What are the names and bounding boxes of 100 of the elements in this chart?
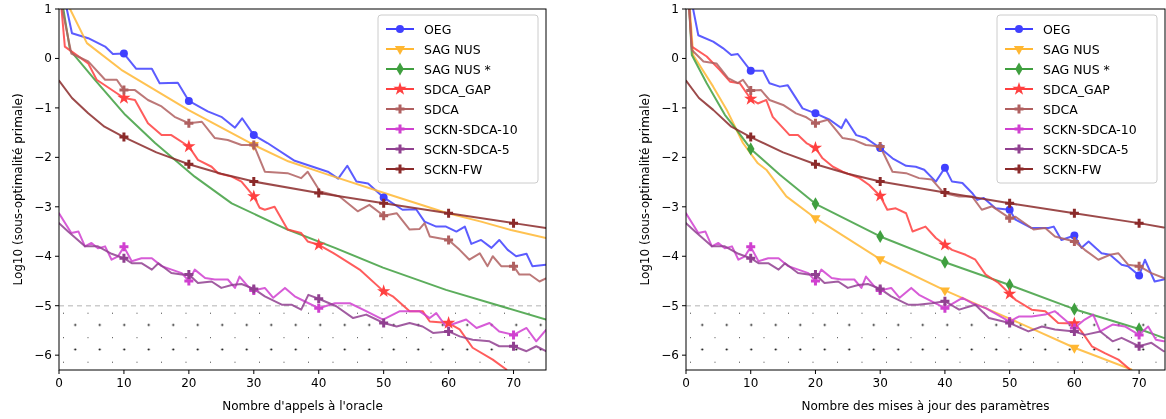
y-tick-label: −5 <box>34 298 52 313</box>
point <box>1005 198 1015 208</box>
x-tick-label: 40 <box>937 376 953 390</box>
x-axis-title: Nombre d'appels à l'oracle <box>222 399 383 413</box>
legend-label: SCKN-FW <box>1043 161 1102 177</box>
legend-label: SCKN-SDCA-10 <box>424 121 518 137</box>
point <box>184 270 194 280</box>
point <box>119 132 129 142</box>
x-tick-label: 0 <box>55 376 63 390</box>
y-tick-label: −1 <box>34 100 52 115</box>
point <box>182 139 196 153</box>
y-tick-label: 0 <box>671 51 679 66</box>
x-tick-label: 50 <box>1002 376 1018 390</box>
point <box>441 316 456 329</box>
point <box>746 66 755 75</box>
point <box>184 118 194 128</box>
point <box>873 188 887 202</box>
point <box>940 296 950 306</box>
point <box>746 253 756 263</box>
point <box>184 159 194 169</box>
point <box>1134 261 1144 271</box>
point <box>1069 344 1080 354</box>
x-tick-label: 60 <box>440 376 457 390</box>
point <box>811 109 820 118</box>
line-series <box>59 79 546 230</box>
x-tick-label: 70 <box>1131 376 1147 390</box>
point <box>444 208 454 218</box>
x-tick-label: 20 <box>181 376 197 390</box>
x-axis-title: Nombre des mises à jour des paramètres <box>801 399 1050 413</box>
y-tick-label: −6 <box>661 348 679 363</box>
legend-label: SDCA_GAP <box>1043 81 1111 97</box>
point <box>746 242 756 252</box>
point <box>1002 286 1017 300</box>
legend-label: SCKN-SDCA-10 <box>1043 121 1137 137</box>
point <box>314 303 324 313</box>
legend-label: SDCA_GAP <box>424 81 492 97</box>
point <box>509 341 519 351</box>
point <box>119 49 128 58</box>
point <box>810 118 820 128</box>
x-tick-label: 10 <box>116 376 132 390</box>
legend-label: OEG <box>424 21 452 37</box>
y-tick-label: −4 <box>661 249 679 264</box>
point <box>509 330 519 340</box>
point <box>1069 208 1079 218</box>
point <box>746 132 756 142</box>
point <box>509 261 519 271</box>
point <box>940 187 950 197</box>
point <box>444 235 454 245</box>
legend-label: SDCA <box>1043 101 1079 117</box>
y-tick-label: −5 <box>661 298 679 313</box>
point <box>184 97 193 105</box>
point <box>746 86 756 96</box>
legend-label: SCKN-FW <box>424 161 483 177</box>
point <box>1005 213 1015 223</box>
legend-label: SAG NUS * <box>1043 61 1110 77</box>
point <box>940 163 949 172</box>
y-tick-label: −1 <box>661 100 679 115</box>
point <box>379 198 389 208</box>
y-tick-label: −6 <box>34 348 52 363</box>
point <box>377 284 391 298</box>
point <box>509 218 519 228</box>
point <box>875 256 886 266</box>
point <box>314 188 324 198</box>
point <box>810 270 820 280</box>
point <box>119 85 129 95</box>
y-tick-label: −2 <box>34 150 52 165</box>
point <box>249 177 259 187</box>
x-tick-label: 70 <box>505 376 522 390</box>
point <box>875 177 885 187</box>
point <box>379 211 389 221</box>
point <box>810 215 821 225</box>
y-tick-label: 1 <box>671 2 679 16</box>
point <box>247 189 261 203</box>
point <box>249 131 258 140</box>
y-axis-title: Log10 (sous-optimalité primale) <box>11 93 25 286</box>
y-tick-label: 1 <box>44 2 52 16</box>
y-tick-label: −3 <box>34 199 52 214</box>
point <box>1134 341 1144 351</box>
y-axis-title: Log10 (sous-optimalité primale) <box>638 93 652 286</box>
point <box>939 287 951 297</box>
point <box>808 140 823 154</box>
x-tick-label: 10 <box>743 376 759 390</box>
point <box>1134 218 1144 228</box>
point <box>119 253 129 263</box>
point <box>314 294 324 304</box>
point <box>1134 330 1144 340</box>
point <box>444 326 454 336</box>
point <box>810 159 820 169</box>
point <box>312 237 326 251</box>
y-tick-label: 0 <box>44 51 52 66</box>
x-tick-label: 40 <box>311 376 327 390</box>
x-tick-label: 50 <box>376 376 392 390</box>
legend-label: SCKN-SDCA-5 <box>424 141 510 157</box>
legend-label: SCKN-SDCA-5 <box>1043 141 1129 157</box>
legend-label: SAG NUS <box>1043 41 1100 57</box>
point <box>1135 271 1144 280</box>
y-tick-label: −2 <box>661 150 679 165</box>
point <box>119 242 129 252</box>
y-tick-label: −4 <box>34 249 52 264</box>
x-tick-label: 0 <box>682 376 690 390</box>
